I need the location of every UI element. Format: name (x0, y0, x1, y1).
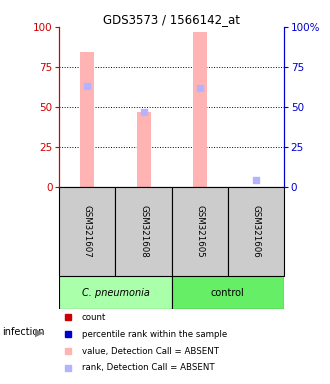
Bar (172, 187, 228, 276)
Bar (59, 187, 116, 276)
Text: C. pneumonia: C. pneumonia (82, 288, 149, 298)
Bar (81, 53, 94, 187)
Bar (228, 187, 284, 276)
Bar (193, 31, 207, 187)
Bar (115, 187, 172, 276)
Text: percentile rank within the sample: percentile rank within the sample (82, 330, 227, 339)
Text: value, Detection Call = ABSENT: value, Detection Call = ABSENT (82, 346, 219, 356)
Text: rank, Detection Call = ABSENT: rank, Detection Call = ABSENT (82, 363, 214, 372)
Bar (172, 276, 284, 309)
Text: count: count (82, 313, 106, 322)
Text: GSM321608: GSM321608 (139, 205, 148, 258)
Text: GSM321607: GSM321607 (83, 205, 92, 258)
Text: control: control (211, 288, 245, 298)
Text: GSM321605: GSM321605 (195, 205, 204, 258)
Bar (137, 111, 150, 187)
Title: GDS3573 / 1566142_at: GDS3573 / 1566142_at (103, 13, 240, 26)
Bar (59, 276, 172, 309)
Text: infection: infection (2, 327, 44, 337)
Text: ▶: ▶ (35, 327, 43, 337)
Text: GSM321606: GSM321606 (251, 205, 260, 258)
